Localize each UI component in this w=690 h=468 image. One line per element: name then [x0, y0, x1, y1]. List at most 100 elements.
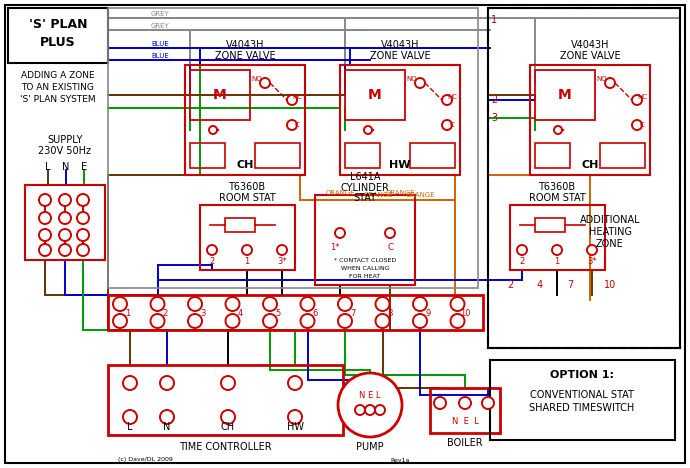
Text: N: N	[62, 162, 70, 172]
Text: 230V 50Hz: 230V 50Hz	[39, 146, 92, 156]
Text: M: M	[558, 88, 572, 102]
Text: ZONE VALVE: ZONE VALVE	[560, 51, 620, 61]
Text: 6: 6	[313, 308, 318, 317]
Text: ORANGE: ORANGE	[325, 190, 355, 196]
Text: ORANGE: ORANGE	[405, 192, 435, 198]
Circle shape	[287, 120, 297, 130]
Bar	[255, 143, 300, 168]
Circle shape	[277, 245, 287, 255]
Text: STAT: STAT	[353, 193, 377, 203]
Circle shape	[263, 314, 277, 328]
Circle shape	[385, 228, 395, 238]
Text: NC: NC	[292, 94, 302, 100]
Text: TIME CONTROLLER: TIME CONTROLLER	[179, 442, 271, 452]
Circle shape	[39, 194, 51, 206]
Bar	[488, 8, 680, 348]
Circle shape	[605, 78, 615, 88]
Bar	[185, 65, 305, 175]
Text: SUPPLY: SUPPLY	[48, 135, 83, 145]
Bar	[535, 218, 565, 232]
Text: OPTION 1:: OPTION 1:	[550, 370, 614, 380]
Text: E: E	[81, 162, 87, 172]
Bar	[430, 388, 500, 433]
Circle shape	[364, 126, 372, 134]
Circle shape	[226, 314, 239, 328]
Circle shape	[39, 244, 51, 256]
Circle shape	[59, 212, 71, 224]
Circle shape	[355, 405, 365, 415]
Circle shape	[413, 314, 427, 328]
Text: BOILER: BOILER	[447, 438, 483, 448]
Text: ORANGE: ORANGE	[363, 192, 393, 198]
Text: NC: NC	[447, 94, 457, 100]
Bar	[345, 143, 380, 168]
Text: CONVENTIONAL STAT: CONVENTIONAL STAT	[530, 390, 634, 400]
Circle shape	[209, 126, 217, 134]
Circle shape	[451, 314, 464, 328]
Text: 2: 2	[491, 95, 497, 105]
Circle shape	[59, 229, 71, 241]
Circle shape	[442, 120, 452, 130]
Text: 5: 5	[275, 308, 281, 317]
Circle shape	[221, 410, 235, 424]
Text: SHARED TIMESWITCH: SHARED TIMESWITCH	[529, 403, 635, 413]
Bar	[535, 70, 595, 120]
Bar	[490, 360, 675, 440]
Bar	[315, 195, 415, 285]
Text: L: L	[46, 162, 51, 172]
Text: 'S' PLAN: 'S' PLAN	[29, 19, 87, 31]
Text: M: M	[368, 88, 382, 102]
Text: 3*: 3*	[587, 257, 597, 266]
Text: 2: 2	[209, 257, 215, 266]
Text: Rev1a: Rev1a	[391, 458, 410, 462]
Text: NO: NO	[406, 76, 417, 82]
Circle shape	[632, 95, 642, 105]
Text: 2: 2	[507, 280, 513, 290]
Circle shape	[365, 405, 375, 415]
Text: * CONTACT CLOSED: * CONTACT CLOSED	[334, 257, 396, 263]
Bar	[600, 143, 645, 168]
Text: 1*: 1*	[331, 242, 339, 251]
Text: C: C	[295, 122, 299, 128]
Text: ROOM STAT: ROOM STAT	[219, 193, 275, 203]
Text: HW: HW	[389, 160, 411, 170]
Circle shape	[123, 410, 137, 424]
Text: 8: 8	[388, 308, 393, 317]
Text: 3*: 3*	[277, 257, 287, 266]
Bar	[530, 65, 650, 175]
Circle shape	[260, 78, 270, 88]
Text: V4043H: V4043H	[226, 40, 264, 50]
Bar	[225, 218, 255, 232]
Circle shape	[77, 194, 89, 206]
Text: GREY: GREY	[150, 11, 169, 17]
Text: C: C	[640, 122, 644, 128]
Text: V4043H: V4043H	[381, 40, 420, 50]
Bar	[108, 8, 478, 288]
Circle shape	[482, 397, 494, 409]
Text: CH: CH	[221, 422, 235, 432]
Bar	[108, 365, 343, 435]
Text: (c) Dave/DL 2009: (c) Dave/DL 2009	[118, 458, 173, 462]
Circle shape	[59, 244, 71, 256]
Bar	[410, 143, 455, 168]
Text: 7: 7	[567, 280, 573, 290]
Circle shape	[375, 297, 389, 311]
Circle shape	[451, 297, 464, 311]
Bar	[190, 70, 250, 120]
Text: ZONE VALVE: ZONE VALVE	[370, 51, 431, 61]
Circle shape	[39, 212, 51, 224]
Text: ADDITIONAL: ADDITIONAL	[580, 215, 640, 225]
Text: WHEN CALLING: WHEN CALLING	[341, 265, 389, 271]
Text: 4: 4	[537, 280, 543, 290]
Text: 2: 2	[520, 257, 524, 266]
Circle shape	[375, 405, 385, 415]
Text: ORANGE: ORANGE	[385, 190, 415, 196]
Circle shape	[434, 397, 446, 409]
Text: 3: 3	[491, 113, 497, 123]
Text: V4043H: V4043H	[571, 40, 609, 50]
Text: N: N	[164, 422, 170, 432]
Circle shape	[338, 314, 352, 328]
Text: 1: 1	[244, 257, 250, 266]
Circle shape	[113, 314, 127, 328]
Circle shape	[288, 376, 302, 390]
